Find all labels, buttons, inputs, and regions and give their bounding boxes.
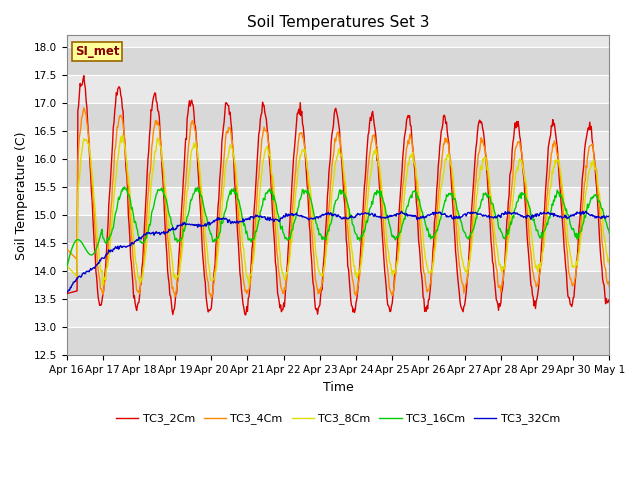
TC3_16Cm — [330, 203, 338, 208]
TC3_16Cm — [206, 228, 214, 233]
TC3_2Cm — [241, 312, 249, 318]
Line: TC3_32Cm: TC3_32Cm — [67, 211, 609, 292]
TC3_32Cm — [205, 219, 213, 225]
TC3_8Cm — [63, 263, 70, 268]
TC3_4Cm — [182, 170, 190, 176]
Text: SI_met: SI_met — [75, 45, 119, 58]
TC3_32Cm — [582, 208, 590, 214]
Title: Soil Temperatures Set 3: Soil Temperatures Set 3 — [246, 15, 429, 30]
X-axis label: Time: Time — [323, 381, 353, 394]
TC3_4Cm — [80, 105, 88, 111]
Line: TC3_8Cm: TC3_8Cm — [67, 135, 609, 285]
TC3_16Cm — [436, 216, 444, 222]
TC3_16Cm — [605, 230, 613, 236]
Line: TC3_2Cm: TC3_2Cm — [67, 76, 609, 315]
TC3_8Cm — [182, 195, 190, 201]
TC3_16Cm — [121, 184, 129, 190]
TC3_8Cm — [331, 162, 339, 168]
TC3_32Cm — [63, 289, 70, 295]
TC3_2Cm — [80, 73, 88, 79]
TC3_32Cm — [382, 215, 390, 220]
TC3_2Cm — [384, 302, 392, 308]
Bar — [67, 187, 609, 215]
TC3_4Cm — [384, 266, 392, 272]
TC3_32Cm — [330, 213, 337, 218]
TC3_4Cm — [63, 246, 70, 252]
TC3_16Cm — [182, 218, 190, 224]
TC3_2Cm — [605, 297, 613, 302]
Bar — [67, 103, 609, 131]
TC3_16Cm — [557, 192, 564, 197]
Legend: TC3_2Cm, TC3_4Cm, TC3_8Cm, TC3_16Cm, TC3_32Cm: TC3_2Cm, TC3_4Cm, TC3_8Cm, TC3_16Cm, TC3… — [111, 409, 564, 429]
Bar — [67, 327, 609, 355]
TC3_4Cm — [605, 284, 613, 290]
Bar — [67, 271, 609, 299]
Bar — [67, 47, 609, 75]
TC3_32Cm — [605, 213, 613, 218]
TC3_8Cm — [557, 174, 565, 180]
TC3_32Cm — [436, 210, 444, 216]
TC3_8Cm — [384, 245, 392, 251]
TC3_16Cm — [63, 265, 70, 271]
Line: TC3_4Cm: TC3_4Cm — [67, 108, 609, 298]
TC3_4Cm — [331, 136, 339, 142]
TC3_2Cm — [331, 107, 339, 113]
TC3_32Cm — [182, 222, 189, 228]
TC3_2Cm — [437, 128, 445, 134]
TC3_16Cm — [383, 212, 391, 218]
Line: TC3_16Cm: TC3_16Cm — [67, 187, 609, 268]
Bar — [67, 159, 609, 187]
TC3_8Cm — [605, 261, 613, 267]
TC3_4Cm — [557, 183, 565, 189]
Bar — [67, 75, 609, 103]
TC3_32Cm — [556, 214, 563, 220]
TC3_8Cm — [118, 132, 126, 138]
TC3_4Cm — [206, 291, 214, 297]
TC3_2Cm — [557, 200, 565, 206]
TC3_8Cm — [206, 269, 214, 275]
Bar — [67, 243, 609, 271]
TC3_4Cm — [207, 295, 215, 300]
TC3_4Cm — [437, 164, 445, 170]
Y-axis label: Soil Temperature (C): Soil Temperature (C) — [15, 131, 28, 260]
TC3_2Cm — [63, 291, 70, 297]
TC3_8Cm — [437, 184, 445, 190]
TC3_2Cm — [182, 136, 190, 142]
Bar — [67, 215, 609, 243]
TC3_8Cm — [245, 282, 253, 288]
TC3_2Cm — [206, 308, 214, 313]
Bar — [67, 299, 609, 327]
Bar — [67, 131, 609, 159]
